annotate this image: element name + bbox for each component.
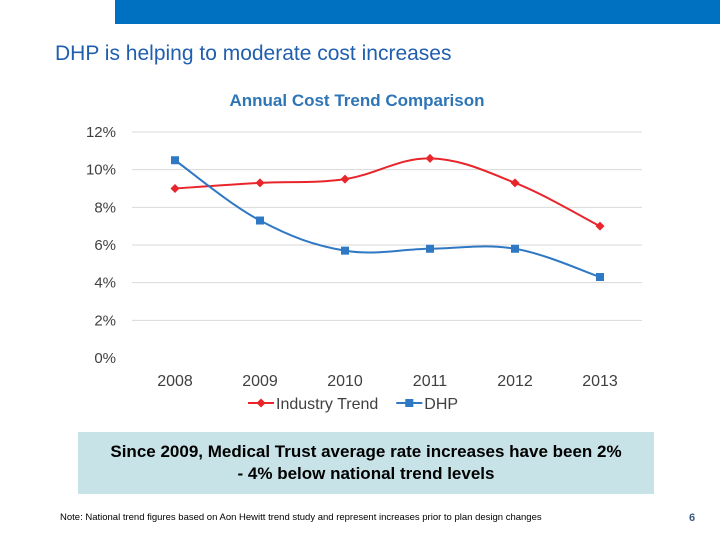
data-point [596,273,604,282]
legend-label: DHP [424,396,458,413]
series-layer [170,153,605,282]
data-point [256,216,264,225]
x-tick-label: 2011 [413,373,448,390]
legend-label: Industry Trend [276,396,378,413]
data-point [340,174,350,184]
x-tick-label: 2012 [497,373,533,390]
data-point [511,244,519,253]
x-axis-tick-labels: 2008 2009 2010 2011 2012 2013 [157,373,618,390]
gridlines [132,131,642,321]
data-point [510,178,520,188]
y-tick-label: 2% [94,312,116,329]
y-tick-label: 10% [86,162,116,179]
data-point [425,153,435,163]
callout-text: Since 2009, Medical Trust average rate i… [110,442,622,483]
line-chart: Annual Cost Trend Comparison 0% 2% 4% 6% 8% 1… [86,91,642,413]
y-tick-label: 0% [94,350,116,367]
y-tick-label: 4% [94,275,116,292]
slide-title: DHP is helping to moderate cost increase… [55,42,452,65]
y-tick-label: 6% [94,237,116,254]
data-point [255,178,265,188]
data-point [341,246,349,255]
top-accent-bar [115,0,720,24]
chart-legend: Industry Trend DHP [248,396,458,413]
y-tick-label: 8% [94,199,116,216]
data-point [426,244,434,253]
y-axis-tick-labels: 0% 2% 4% 6% 8% 10% 12% [86,124,116,367]
legend-swatch-marker [405,399,414,407]
data-point [171,156,179,165]
data-point [595,221,605,231]
footnote: Note: National trend figures based on Ao… [60,512,542,523]
x-tick-label: 2010 [327,373,363,390]
callout-box: Since 2009, Medical Trust average rate i… [78,432,654,494]
x-tick-label: 2013 [582,373,618,390]
series-line [174,157,601,228]
chart-title: Annual Cost Trend Comparison [229,91,484,110]
legend-swatch-marker [256,398,266,408]
x-tick-label: 2009 [242,373,278,390]
series-dhp [171,156,604,282]
series-line [174,159,601,278]
y-tick-label: 12% [86,124,116,141]
page-number: 6 [689,512,696,524]
legend-item: DHP [396,396,458,413]
data-point [170,184,180,193]
legend-item: Industry Trend [248,396,378,413]
series-industry-trend [170,153,605,231]
x-tick-label: 2008 [157,373,193,390]
